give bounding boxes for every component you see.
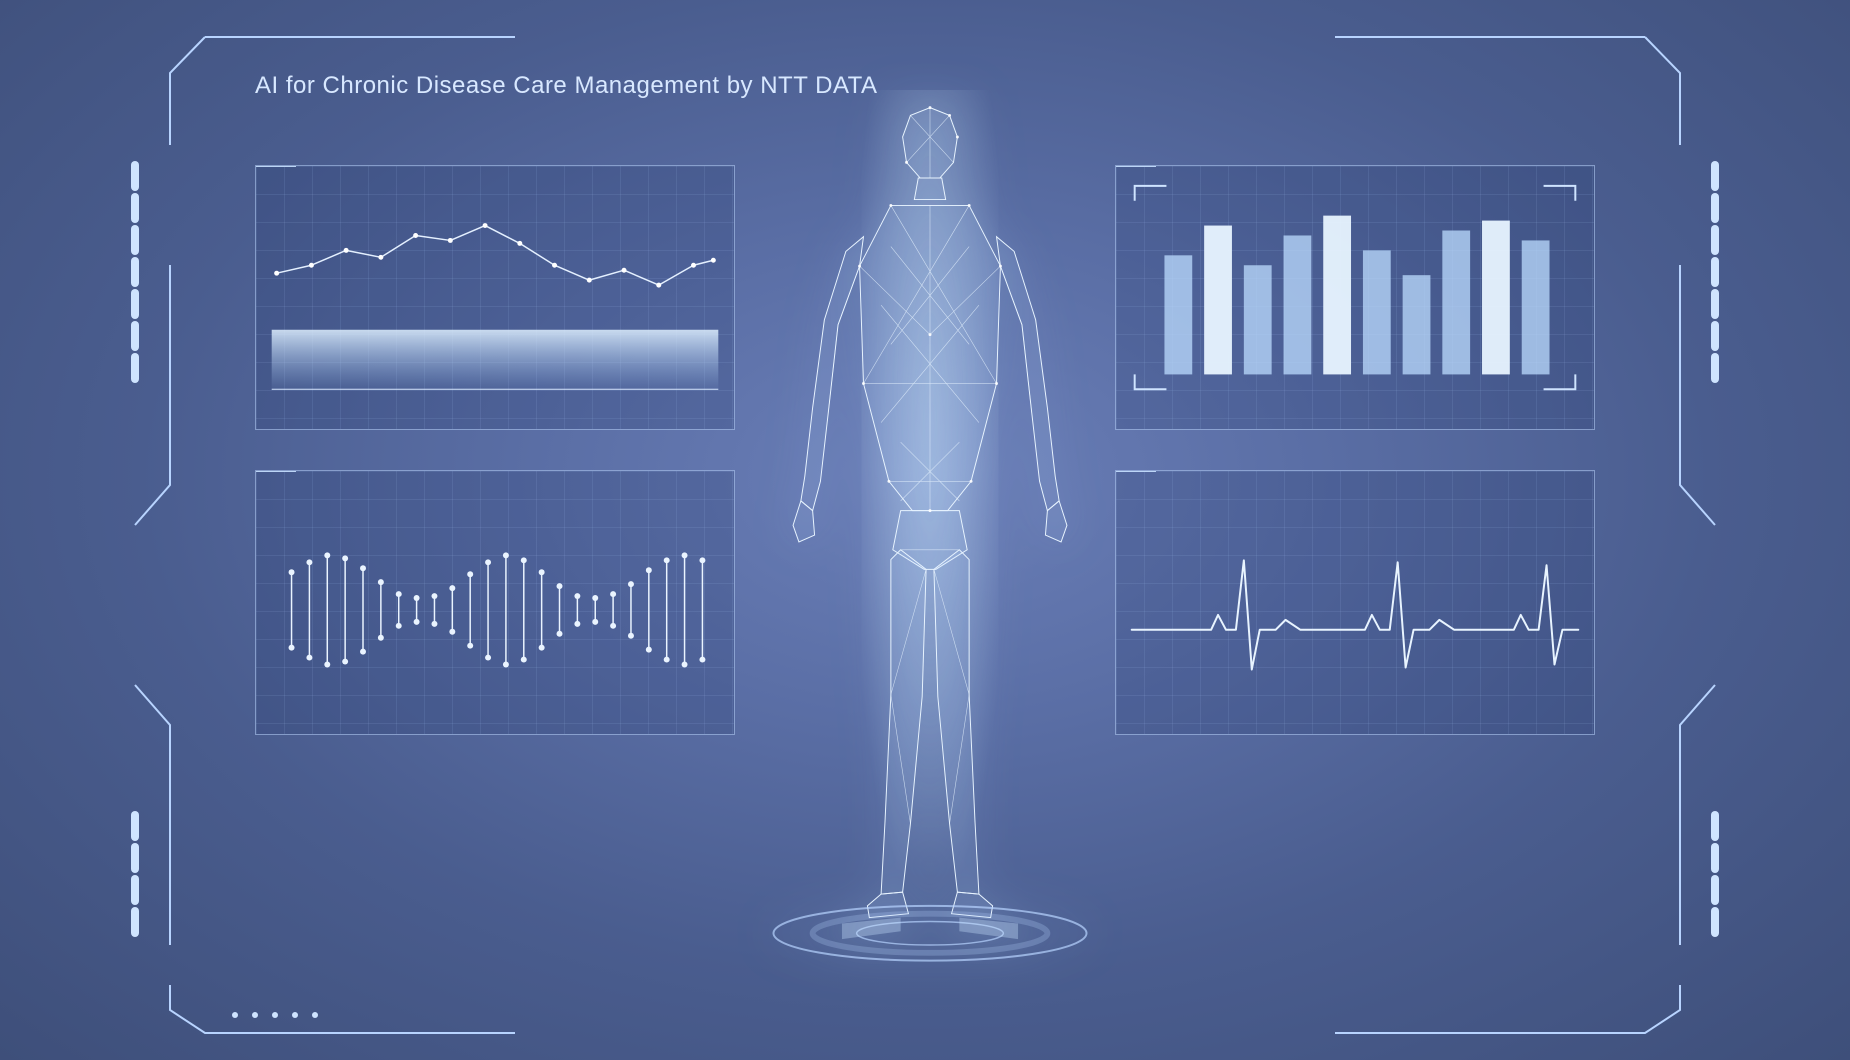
dna-wave xyxy=(256,471,734,734)
bar-chart xyxy=(1116,166,1594,429)
dna-wave-panel xyxy=(255,470,735,735)
wireframe-body-icon xyxy=(740,90,1120,990)
ecg-trace xyxy=(1116,471,1594,734)
line-chart xyxy=(256,166,734,429)
line-chart-panel xyxy=(255,165,735,430)
body-hologram xyxy=(740,90,1120,990)
bar-chart-panel xyxy=(1115,165,1595,430)
ecg-panel xyxy=(1115,470,1595,735)
